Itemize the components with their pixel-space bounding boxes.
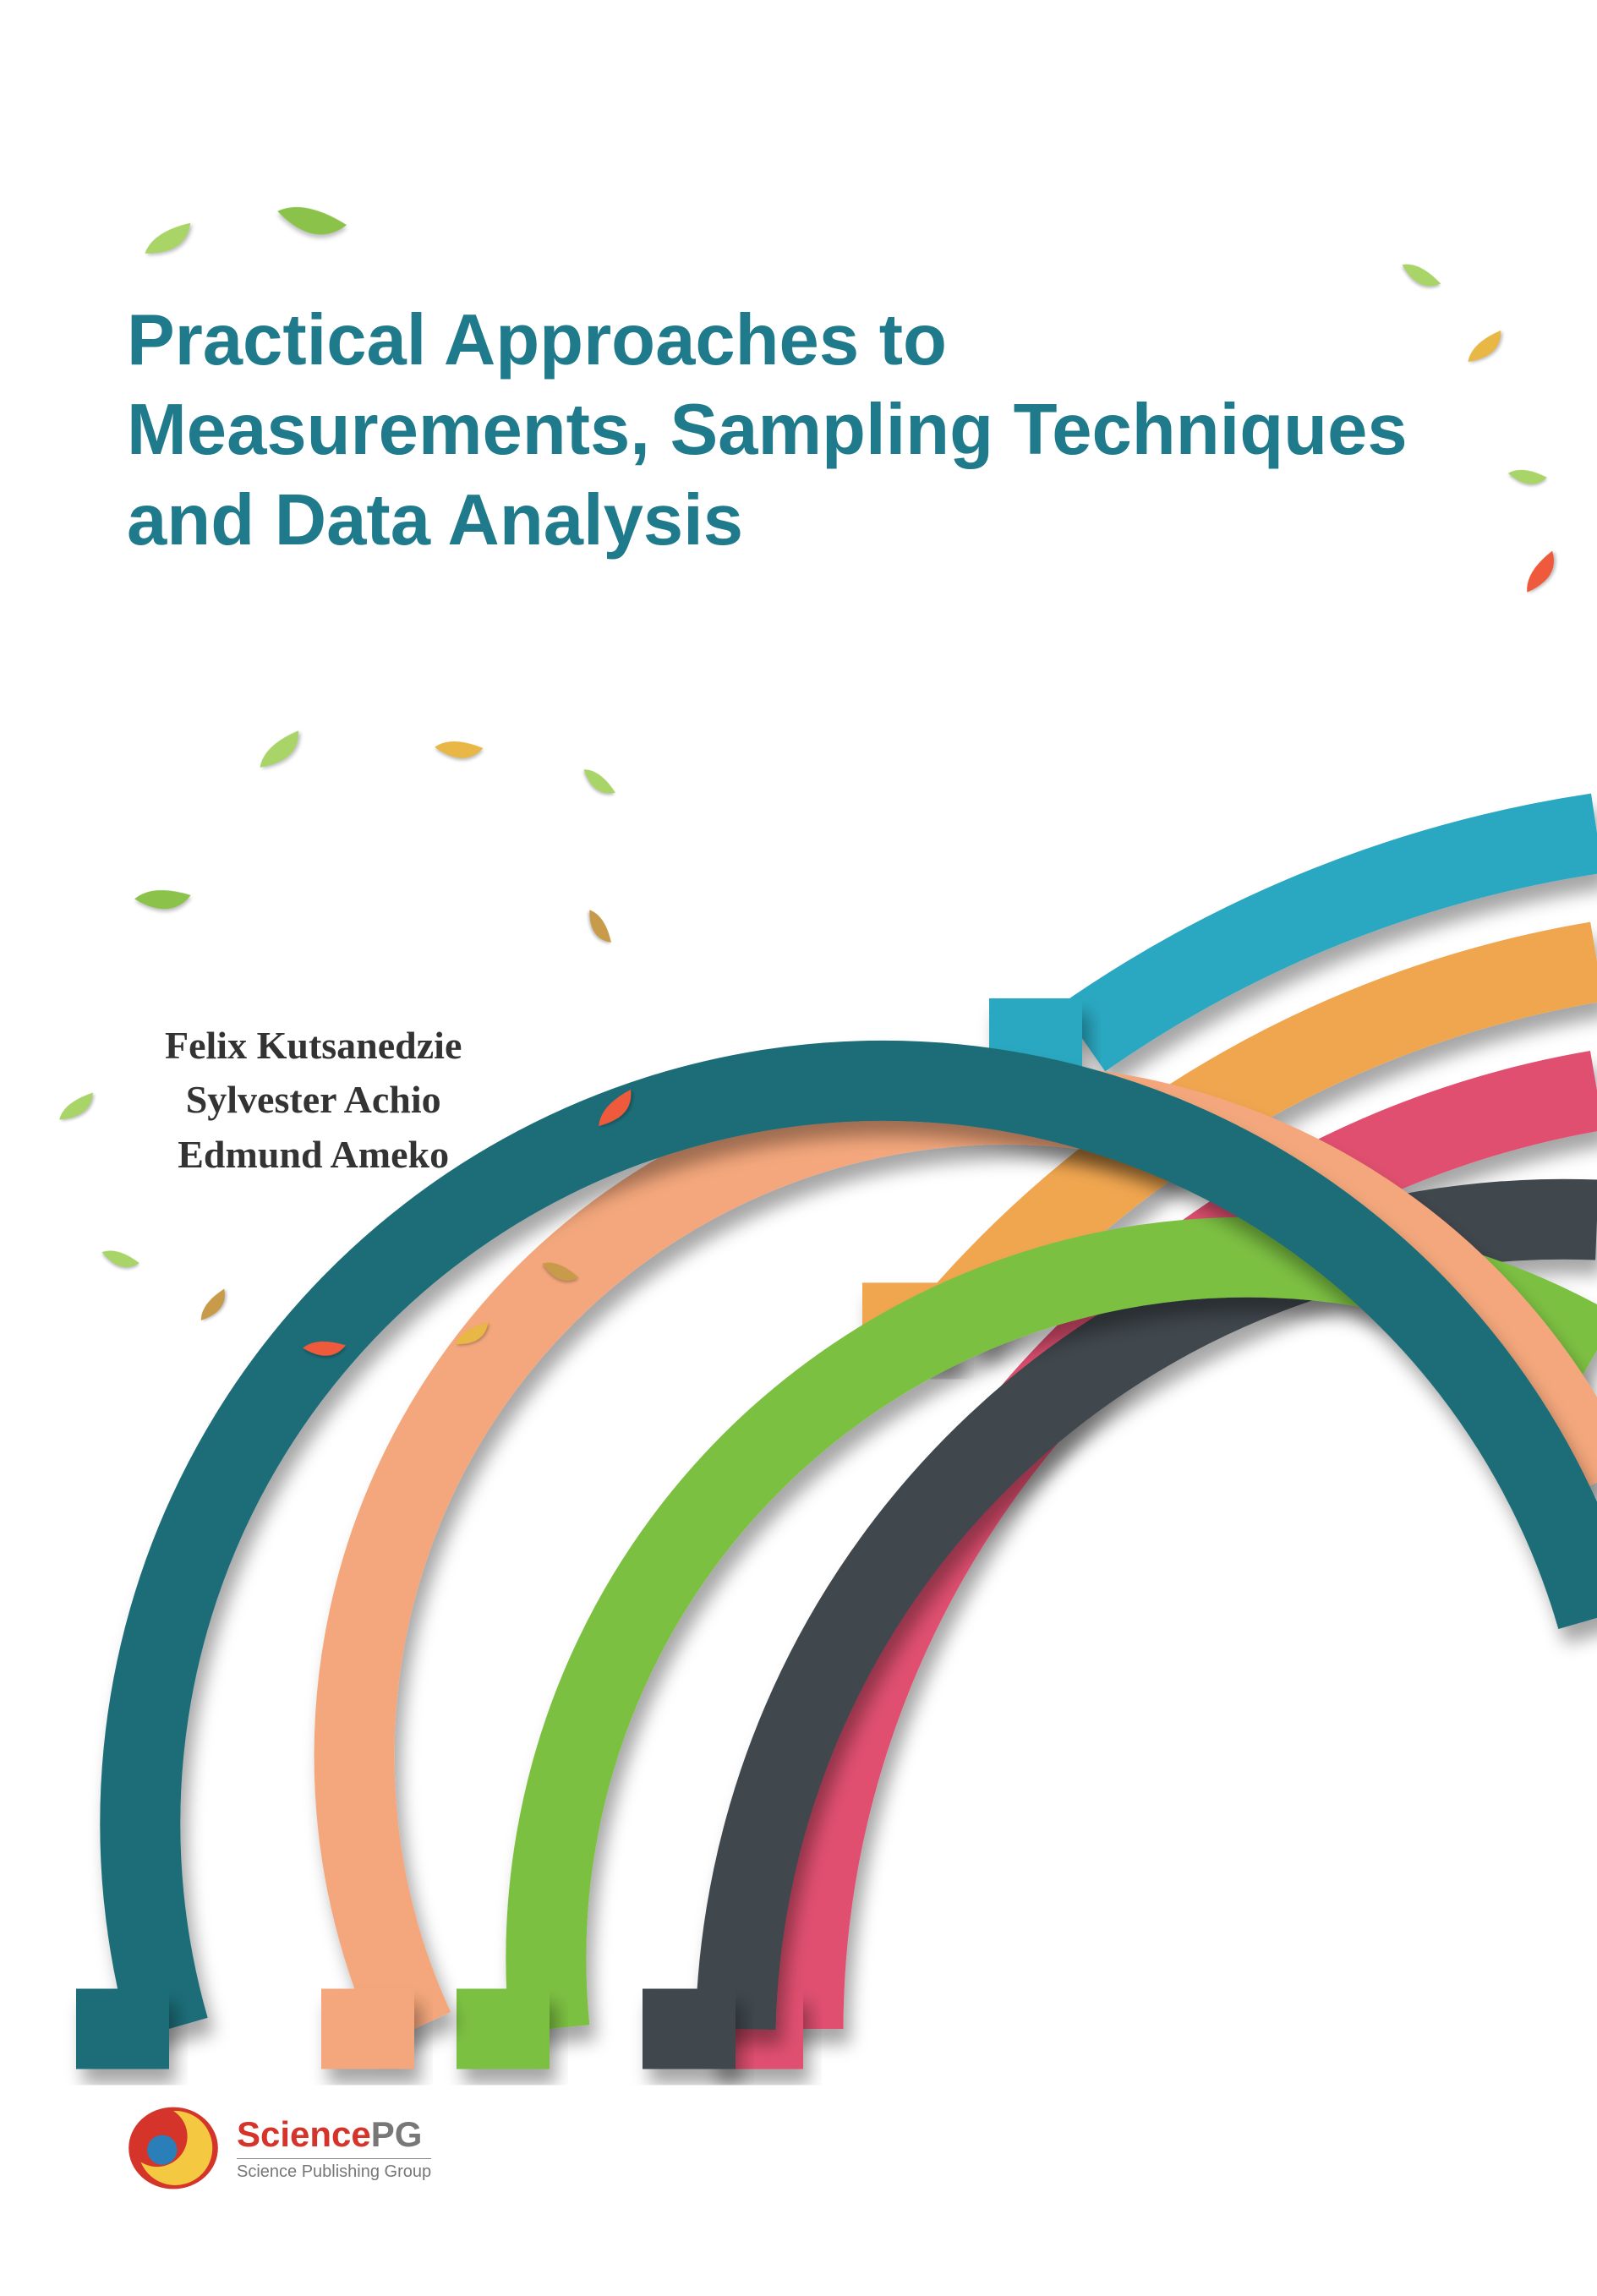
- leaf-icon: [1512, 544, 1575, 607]
- leaf-icon: [128, 878, 194, 929]
- leaf-icon: [248, 724, 316, 785]
- leaf-icon: [575, 903, 617, 953]
- leaf-icon: [264, 188, 353, 265]
- leaf-icon: [298, 1332, 349, 1372]
- author-name: Felix Kutsanedzie: [165, 1019, 462, 1073]
- leaf-icon: [532, 1250, 583, 1298]
- publisher-logo-icon: [127, 2102, 220, 2195]
- leaf-icon: [572, 758, 621, 810]
- publisher-logo: SciencePG Science Publishing Group: [127, 2102, 431, 2195]
- leaf-icon: [93, 1238, 145, 1285]
- author-name: Sylvester Achio: [165, 1073, 462, 1127]
- leaf-icon: [1501, 459, 1551, 501]
- leaf-icon: [135, 217, 205, 271]
- publisher-name: SciencePG: [237, 2114, 431, 2155]
- authors-block: Felix Kutsanedzie Sylvester Achio Edmund…: [165, 1019, 462, 1182]
- author-name: Edmund Ameko: [165, 1128, 462, 1182]
- leaf-icon: [190, 1283, 242, 1333]
- leaf-icon: [587, 1083, 650, 1142]
- leaf-icon: [428, 730, 488, 778]
- publisher-tagline: Science Publishing Group: [237, 2158, 431, 2182]
- leaf-icon: [449, 1317, 499, 1359]
- leaf-icon: [51, 1086, 107, 1135]
- book-title: Practical Approaches to Measurements, Sa…: [127, 296, 1479, 566]
